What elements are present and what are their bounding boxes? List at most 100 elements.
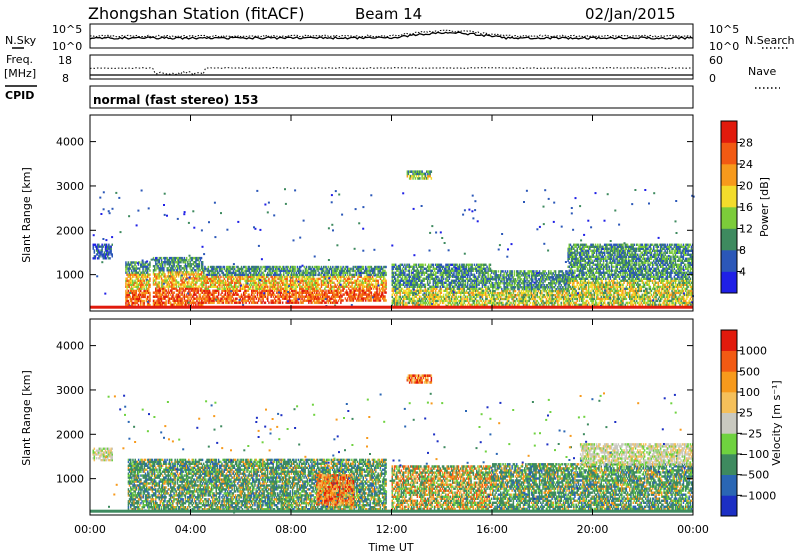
echo-cell-3 (302, 279, 304, 283)
echo-cell-4 (367, 275, 369, 278)
echo-cell-0 (103, 251, 106, 254)
echo-cell-7 (502, 291, 504, 295)
echo-cell-7 (494, 274, 496, 277)
echo-cell-7 (509, 270, 511, 273)
echo-cell-6 (485, 269, 487, 272)
echo-cell-6 (408, 287, 411, 290)
echo-cell-6 (460, 269, 462, 272)
echo-cell-3 (294, 299, 296, 302)
echo-cell-6 (442, 301, 445, 305)
echo-cell-6 (399, 295, 401, 298)
echo-cell-4 (379, 283, 382, 286)
echo-cell-3 (264, 281, 267, 284)
echo-cell-3 (284, 295, 286, 298)
echo-cell-0 (93, 255, 96, 258)
echo-cell-3 (264, 265, 267, 269)
echo-cell-3 (286, 279, 288, 283)
echo-cell-3 (227, 273, 229, 277)
echo-cell-7 (501, 270, 503, 273)
echo-cell-4 (383, 297, 385, 300)
echo-cell-3 (257, 267, 260, 271)
echo-cell-3 (300, 265, 302, 269)
echo-cell-6 (406, 285, 408, 288)
echo-cell-6 (479, 265, 481, 268)
echo-cell-3 (321, 279, 324, 283)
echo-cell-2 (181, 287, 183, 290)
echo-cell-3 (303, 277, 306, 281)
echo-cell-6 (477, 299, 479, 303)
echo-cell-3 (261, 285, 263, 288)
echo-cell-6 (447, 269, 449, 272)
echo-cell-3 (228, 289, 230, 292)
echo-cell-6 (479, 303, 481, 307)
echo-cell-7 (509, 276, 511, 279)
echo-cell-6 (449, 299, 452, 303)
echo-cell-6 (407, 287, 409, 290)
echo-cell-2 (167, 293, 170, 296)
echo-cell-6 (398, 281, 400, 284)
echo-cell-6 (476, 271, 478, 274)
echo-cell-4 (357, 265, 359, 269)
echo-cell-1 (145, 265, 148, 268)
echo-cell-2 (181, 297, 183, 300)
echo-cell-7 (495, 303, 497, 307)
echo-cell-3 (216, 273, 219, 277)
echo-cell-0 (93, 249, 96, 252)
echo-cell-6 (450, 289, 453, 292)
echo-cell-3 (309, 287, 311, 290)
echo-cell-6 (440, 289, 443, 292)
echo-cell-7 (502, 293, 504, 297)
echo-cell-6 (402, 303, 405, 307)
echo-cell-2 (180, 297, 182, 300)
echo-cell-4 (348, 269, 350, 273)
echo-cell-1 (137, 273, 140, 276)
echo-cell-1 (138, 283, 141, 286)
echo-cell-6 (472, 295, 475, 298)
echo-cell-4 (351, 295, 353, 298)
echo-cell-6 (470, 265, 472, 268)
echo-cell-6 (477, 265, 479, 268)
echo-cell-4 (378, 275, 381, 278)
echo-cell-3 (265, 289, 268, 292)
echo-cell-2 (187, 263, 189, 266)
echo-cell-6 (408, 269, 411, 272)
echo-cell-3 (209, 277, 212, 281)
echo-cell-2 (193, 261, 196, 264)
echo-cell-3 (217, 293, 220, 296)
echo-cell-2 (201, 281, 204, 284)
echo-cell-3 (223, 281, 226, 284)
echo-cell-3 (272, 299, 275, 302)
echo-cell-4 (376, 289, 378, 292)
echo-cell-4 (383, 277, 385, 280)
echo-cell-6 (482, 275, 485, 278)
echo-cell-3 (285, 271, 287, 275)
echo-cell-4 (365, 267, 367, 271)
echo-cell-2 (168, 261, 171, 264)
echo-cell-3 (325, 271, 327, 275)
echo-cell-3 (209, 273, 212, 277)
echo-cell-3 (325, 289, 327, 292)
echo-cell-1 (130, 271, 133, 274)
echo-cell-3 (222, 281, 224, 284)
echo-cell-3 (329, 267, 332, 271)
echo-cell-7 (496, 297, 499, 301)
echo-cell-6 (414, 281, 416, 284)
echo-cell-3 (271, 279, 274, 283)
echo-cell-2 (190, 287, 192, 290)
echo-cell-0 (92, 257, 94, 260)
echo-cell-4 (346, 281, 349, 284)
echo-cell-2 (182, 271, 184, 274)
echo-cell-3 (256, 275, 259, 279)
echo-cell-3 (223, 283, 226, 286)
echo-cell-3 (219, 277, 221, 281)
echo-cell-3 (225, 301, 228, 304)
echo-cell-6 (421, 289, 423, 292)
echo-cell-1 (141, 287, 143, 291)
echo-cell-3 (228, 269, 230, 273)
echo-cell-3 (277, 277, 279, 281)
echo-cell-3 (254, 291, 256, 294)
echo-cell-3 (287, 265, 290, 269)
echo-cell-3 (321, 289, 324, 292)
echo-cell-2 (199, 287, 202, 290)
echo-cell-3 (316, 299, 318, 302)
